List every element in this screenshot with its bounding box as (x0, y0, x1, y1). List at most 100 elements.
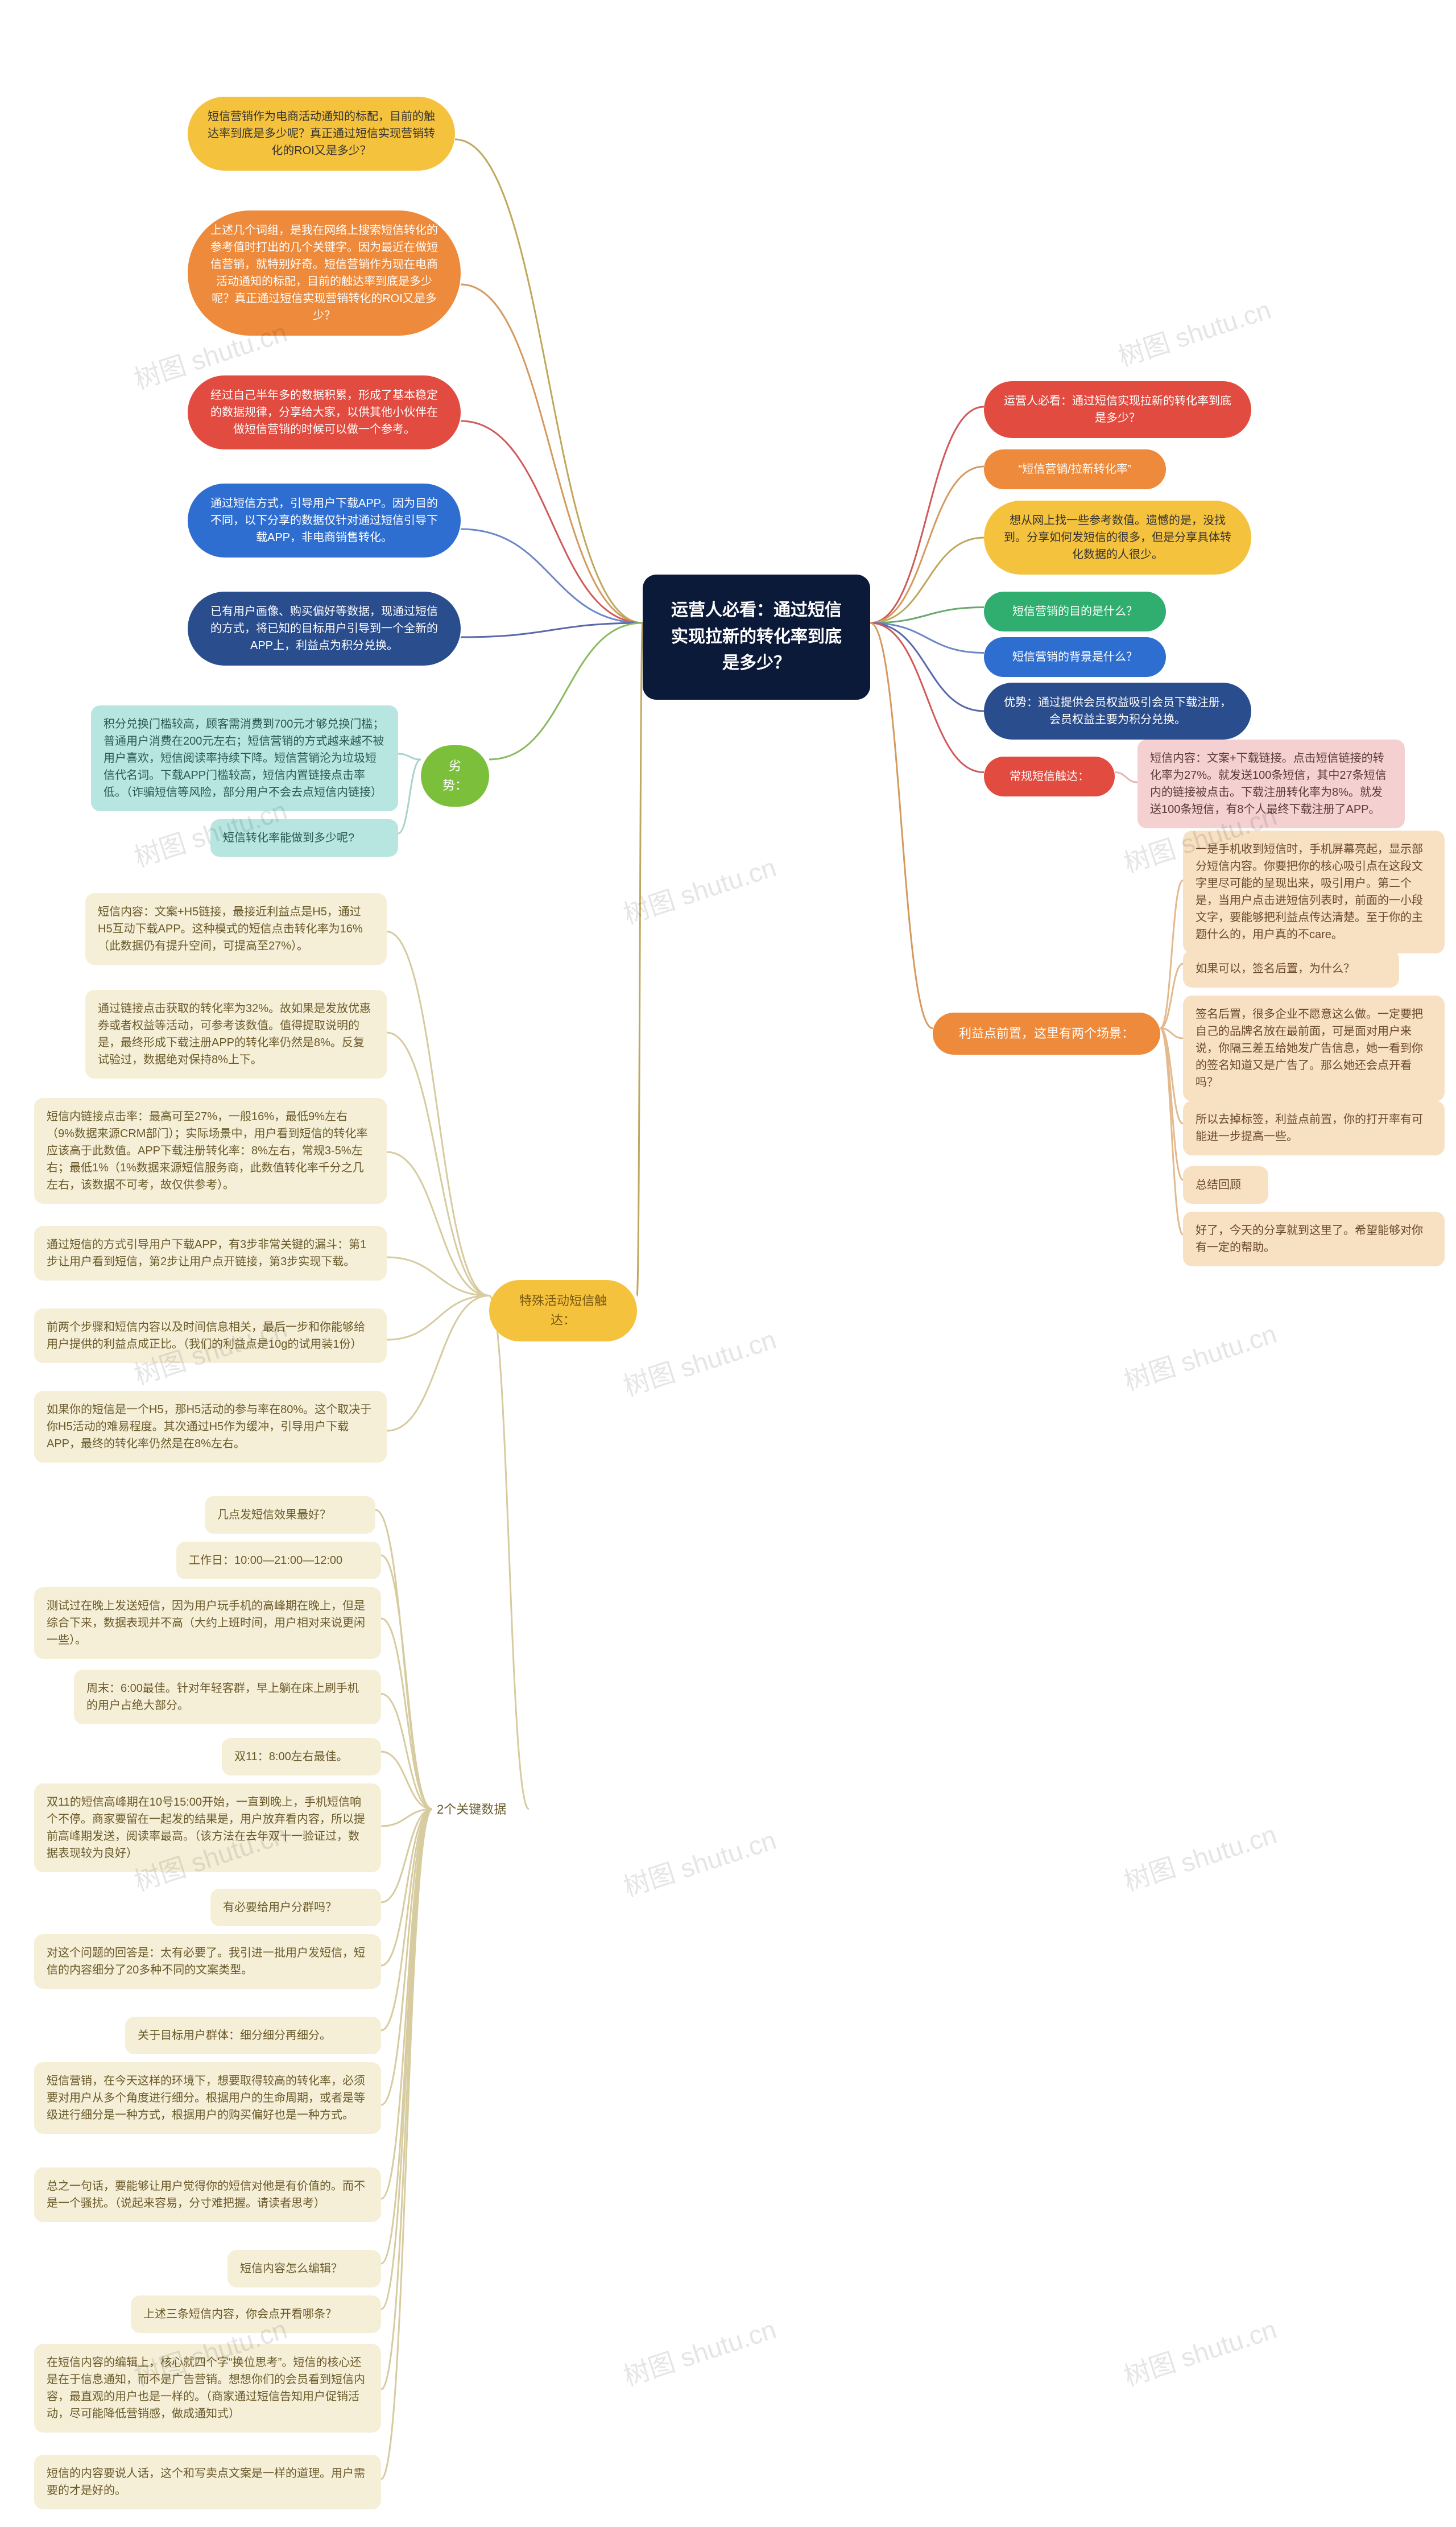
edge (381, 1809, 432, 1966)
node-kd2: 工作日：10:00—21:00—12:00 (176, 1542, 381, 1579)
node-nSp: 特殊活动短信触达： (489, 1280, 637, 1341)
node-kd7: 有必要给用户分群吗？ (210, 1889, 381, 1926)
edge (387, 1152, 489, 1296)
edge (381, 1809, 432, 1902)
node-kd11: 总之一句话，要能够让用户觉得你的短信对他是有价值的。而不是一个骚扰。（说起来容易… (34, 2167, 381, 2222)
node-sp4: 通过短信的方式引导用户下载APP，有3步非常关键的漏斗：第1步让用户看到短信，第… (34, 1226, 387, 1281)
node-nR7: 常规短信触达： (984, 757, 1115, 796)
node-nR2: “短信营销/拉新转化率” (984, 449, 1166, 489)
node-nL1: 短信营销作为电商活动通知的标配，目前的触达率到底是多少呢？真正通过短信实现营销转… (188, 97, 455, 171)
node-nR1: 运营人必看：通过短信实现拉新的转化率到底是多少？ (984, 381, 1251, 438)
edge (461, 421, 643, 623)
edge (381, 1809, 432, 2264)
edge (870, 608, 984, 624)
edge (381, 1809, 432, 2030)
edge (381, 1809, 432, 2199)
edge (387, 1033, 489, 1296)
node-nL2: 上述几个词组，是我在网络上搜索短信转化的参考值时打出的几个关键字。因为最近在做短… (188, 210, 461, 336)
edge (381, 1809, 432, 2105)
edge (381, 1752, 432, 1809)
edge (381, 1809, 432, 2309)
edge (1160, 1029, 1183, 1039)
mindmap-canvas: 运营人必看：通过短信实现拉新的转化率到底是多少？ 短信营销作为电商活动通知的标配，… (0, 0, 1456, 2527)
watermark: 树图 shutu.cn (618, 1820, 780, 1905)
node-bp2: 如果可以，签名后置，为什么？ (1183, 950, 1399, 988)
node-sp1: 短信内容：文案+H5链接，最接近利益点是H5，通过H5互动下载APP。这种模式的… (85, 893, 387, 965)
node-bp: 利益点前置，这里有两个场景： (933, 1013, 1160, 1055)
node-kd4: 周末：6:00最佳。针对年轻客群，早上躺在床上刷手机的用户占绝大部分。 (74, 1670, 381, 1724)
node-nL4: 通过短信方式，引导用户下载APP。因为目的不同，以下分享的数据仅针对通过短信引导… (188, 484, 461, 558)
node-nR5: 短信营销的背景是什么？ (984, 637, 1166, 677)
node-kd12: 短信内容怎么编辑？ (228, 2250, 381, 2287)
node-kd: 2个关键数据 (432, 1798, 529, 1822)
edge (381, 1809, 432, 2389)
edge (461, 623, 643, 637)
watermark: 树图 shutu.cn (1119, 2309, 1281, 2394)
edge (381, 1618, 432, 1809)
edge (489, 623, 643, 759)
edge (381, 1809, 432, 2479)
node-kd8: 对这个问题的回答是：太有必要了。我引进一批用户发短信，短信的内容细分了20多种不… (34, 1934, 381, 1989)
node-bp6: 好了，今天的分享就到这里了。希望能够对你有一定的帮助。 (1183, 1212, 1445, 1266)
edge (1115, 773, 1138, 783)
node-kd10: 短信营销，在今天这样的环境下，想要取得较高的转化率，必须要对用户从多个角度进行细… (34, 2062, 381, 2134)
edge (1160, 1029, 1183, 1124)
edge (1160, 964, 1183, 1029)
node-sp2: 通过链接点击获取的转化率为32%。故如果是发放优惠券或者权益等活动，可参考该数值… (85, 990, 387, 1079)
node-sp5: 前两个步骤和短信内容以及时间信息相关，最后一步和你能够给用户提供的利益点成正比。… (34, 1308, 387, 1363)
node-bp3: 签名后置，很多企业不愿意这么做。一定要把自己的品牌名放在最前面，可是面对用户来说… (1183, 996, 1445, 1101)
watermark: 树图 shutu.cn (1113, 290, 1275, 374)
edge (870, 407, 984, 623)
edge (398, 759, 421, 833)
node-kd9: 关于目标用户群体：细分细分再细分。 (125, 2017, 381, 2054)
node-nR6: 优势：通过提供会员权益吸引会员下载注册，会员权益主要为积分兑换。 (984, 683, 1251, 740)
node-kd14: 在短信内容的编辑上，核心就四个字“换位思考”。短信的核心还是在于信息通知，而不是… (34, 2344, 381, 2433)
edge (870, 623, 933, 1029)
edge (387, 1257, 489, 1296)
watermark: 树图 shutu.cn (618, 847, 780, 932)
edge (381, 1555, 432, 1809)
node-bp4: 所以去掉标签，利益点前置，你的打开率有可能进一步提高一些。 (1183, 1101, 1445, 1155)
node-kd13: 上述三条短信内容，你会点开看哪条？ (131, 2295, 381, 2333)
node-kd6: 双11的短信高峰期在10号15:00开始，一直到晚上，手机短信响个不停。商家要留… (34, 1783, 381, 1872)
edge (455, 139, 643, 623)
edge (461, 529, 643, 623)
edge (637, 623, 643, 1296)
edge (461, 284, 643, 623)
node-nR3: 想从网上找一些参考数值。遗憾的是，没找到。分享如何发短信的很多，但是分享具体转化… (984, 501, 1251, 575)
edge (1160, 881, 1183, 1029)
edge (489, 1296, 529, 1810)
node-kd15: 短信的内容要说人话，这个和写卖点文案是一样的道理。用户需要的才是好的。 (34, 2455, 381, 2509)
node-bp1: 一是手机收到短信时，手机屏幕亮起，显示部分短信内容。你要把你的核心吸引点在这段文… (1183, 831, 1445, 953)
watermark: 树图 shutu.cn (1119, 1814, 1281, 1899)
node-nL5: 已有用户画像、购买偏好等数据，现通过短信的方式，将已知的目标用户引导到一个全新的… (188, 592, 461, 666)
node-nR7a: 短信内容：文案+下载链接。点击短信链接的转化率为27%。就发送100条短信，其中… (1138, 740, 1405, 828)
node-kd1: 几点发短信效果最好？ (205, 1496, 375, 1534)
watermark: 树图 shutu.cn (618, 2309, 780, 2394)
edge (381, 1694, 432, 1810)
watermark: 树图 shutu.cn (618, 1319, 780, 1404)
node-kd5: 双11：8:00左右最佳。 (222, 1738, 381, 1775)
node-c0: 运营人必看：通过短信实现拉新的转化率到底是多少？ (643, 575, 870, 700)
node-nLs1: 积分兑换门槛较高，顾客需消费到700元才够兑换门槛；普通用户消费在200元左右；… (91, 705, 398, 811)
node-nL3: 经过自己半年多的数据积累，形成了基本稳定的数据规律，分享给大家，以供其他小伙伴在… (188, 375, 461, 449)
watermark: 树图 shutu.cn (1119, 1314, 1281, 1398)
edge (381, 1809, 432, 1826)
node-bp5: 总结回顾 (1183, 1166, 1268, 1204)
edge (870, 466, 984, 623)
node-sp6: 如果你的短信是一个H5，那H5活动的参与率在80%。这个取决于你H5活动的难易程… (34, 1391, 387, 1463)
node-nR4: 短信营销的目的是什么？ (984, 592, 1166, 631)
edge (870, 538, 984, 623)
edge (387, 1296, 489, 1340)
edge (1160, 1029, 1183, 1180)
edge (870, 623, 984, 711)
edge (870, 623, 984, 773)
node-kd3: 测试过在晚上发送短信，因为用户玩手机的高峰期在晚上，但是综合下来，数据表现并不高… (34, 1587, 381, 1659)
node-nLs2: 短信转化率能做到多少呢? (210, 819, 398, 857)
edge (870, 623, 984, 653)
edge (387, 1296, 489, 1431)
edge (387, 932, 489, 1296)
edge (375, 1510, 432, 1809)
node-sp3: 短信内链接点击率：最高可至27%，一般16%，最低9%左右（9%数据来源CRM部… (34, 1098, 387, 1204)
edge (1160, 1029, 1183, 1235)
